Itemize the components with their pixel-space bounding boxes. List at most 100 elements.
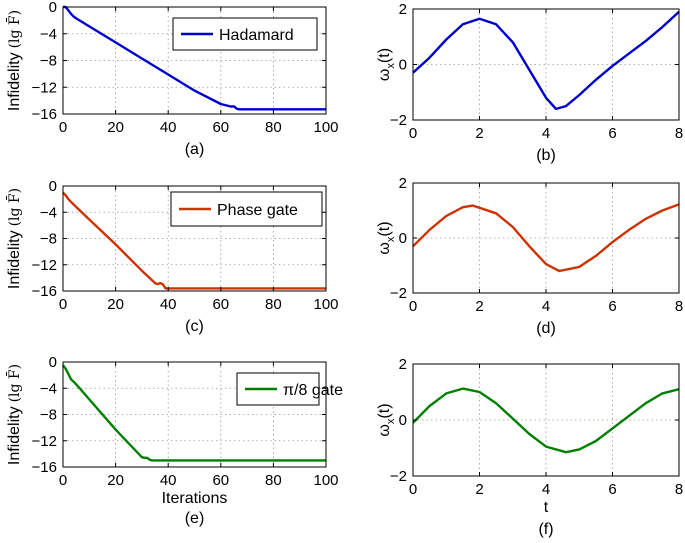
x-tick-label: 6 [608,125,616,142]
x-tick-label: 0 [409,481,417,498]
y-axis-label-tail: (t) [376,403,393,418]
series-line [412,203,680,273]
x-tick-label: 0 [59,472,67,489]
x-tick-label: 20 [107,296,124,313]
y-axis-label: Infidelity (lg F̄) [5,364,23,465]
y-tick-label: 0 [49,0,57,16]
legend-label: π/8 gate [283,382,343,399]
y-tick-label: −12 [32,79,57,96]
x-tick-label: 6 [608,481,616,498]
y-tick-label: −12 [32,257,57,274]
series-line [412,10,680,111]
x-tick-label: 4 [542,298,550,315]
y-axis-label-math: (lg F̄) [5,364,23,403]
x-tick-label: 80 [265,296,282,313]
series-line [63,5,326,111]
y-tick-label: −16 [32,106,57,123]
y-tick-label: 2 [399,175,407,192]
y-tick-label: 0 [399,230,407,247]
x-tick-label: 4 [542,481,550,498]
y-tick-label: −2 [390,112,407,129]
x-tick-label: 2 [475,481,483,498]
y-axis-label-main: ω [376,242,393,255]
y-tick-label: 2 [399,356,407,373]
panel-caption: (c) [185,318,204,335]
x-tick-label: 0 [59,119,67,136]
y-tick-label: −8 [40,407,57,424]
panel-f: 0 2 4 6 820−2ωx(t)t(f) [376,356,683,538]
x-tick-label: 60 [212,119,229,136]
legend-label: Phase gate [217,202,298,219]
panel-caption: (d) [536,320,556,337]
x-tick-label: 80 [265,472,282,489]
panel-caption: (a) [185,141,205,158]
y-axis-label-main: Infidelity [6,52,23,111]
series-line [412,387,680,454]
x-tick-label: 0 [409,125,417,142]
y-axis-label-math: (lg F̄) [5,188,23,227]
y-tick-label: 0 [49,354,57,371]
x-tick-label: 20 [107,119,124,136]
y-axis-label-sub: x [385,236,397,242]
y-tick-label: −2 [390,285,407,302]
y-tick-label: −8 [40,53,57,70]
y-tick-label: 0 [399,57,407,74]
x-tick-label: 0 [409,298,417,315]
y-axis-label-math: (lg F̄) [5,10,23,49]
y-tick-label: −4 [40,380,57,397]
y-axis-label-main: Infidelity [6,230,23,289]
x-tick-label: 8 [675,125,683,142]
y-axis-label-sub: x [385,63,397,69]
series-line [62,364,326,462]
x-tick-label: 60 [212,472,229,489]
x-tick-label: 20 [107,472,124,489]
series-line [62,191,326,290]
y-axis-label: Infidelity (lg F̄) [5,10,23,111]
legend-label: Hadamard [219,27,294,44]
panel-caption: (e) [185,510,205,527]
panel-caption: (f) [538,521,553,538]
y-axis-label: ωx(t) [376,221,397,254]
y-axis-label: Infidelity (lg F̄) [5,188,23,289]
panel-d: 0 2 4 6 820−2ωx(t)(d) [376,175,683,337]
panel-b: 0 2 4 6 820−2ωx(t)(b) [376,1,683,164]
x-tick-label: 60 [212,296,229,313]
x-tick-label: 80 [265,119,282,136]
x-tick-label: 40 [160,472,177,489]
x-tick-label: 40 [160,296,177,313]
x-tick-label: 40 [160,119,177,136]
x-tick-label: 2 [475,298,483,315]
y-axis-label-tail: (t) [376,221,393,236]
y-axis-label-sub: x [385,418,397,424]
y-axis-label: ωx(t) [376,403,397,436]
y-axis-label-main: Infidelity [6,406,23,465]
panel-c: 0 20 40 60 80 100 0 −4 −8 −12 −16 Infidelity (lg F̄)… [5,178,338,335]
y-axis-label-tail: (t) [376,48,393,63]
y-tick-label: 0 [399,412,407,429]
y-tick-label: −4 [40,26,57,43]
x-axis-label: Iterations [162,490,228,507]
x-tick-label: 6 [608,298,616,315]
y-tick-label: −8 [40,231,57,248]
y-tick-label: −16 [32,283,57,300]
x-tick-label: 8 [675,481,683,498]
y-axis-label-main: ω [376,424,393,437]
x-tick-label: 0 [59,296,67,313]
y-tick-label: −16 [32,459,57,476]
y-axis-label-main: ω [376,69,393,82]
y-tick-label: 2 [399,1,407,18]
panel-e: 0 20 40 60 80 100 0 −4 −8 −12 −16 Infidelity (lg F̄)… [5,354,343,527]
x-tick-label: 100 [313,296,338,313]
panel-caption: (b) [536,147,556,164]
x-tick-label: 2 [475,125,483,142]
y-tick-label: −2 [390,468,407,485]
x-tick-label: 100 [313,119,338,136]
y-tick-label: −12 [32,433,57,450]
y-axis-label: ωx(t) [376,48,397,81]
x-axis-label: t [544,499,549,516]
y-tick-label: 0 [49,178,57,195]
x-tick-label: 8 [675,298,683,315]
y-tick-label: −4 [40,204,57,221]
x-tick-label: 4 [542,125,550,142]
